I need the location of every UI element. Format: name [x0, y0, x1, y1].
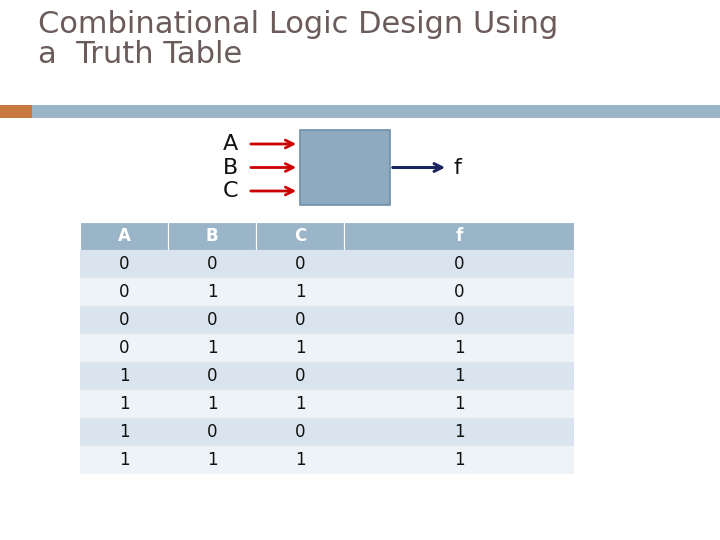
Text: 1: 1 [294, 451, 305, 469]
Bar [80, 362, 168, 390]
Text: 1: 1 [454, 423, 464, 441]
Bar [256, 446, 344, 474]
Text: f: f [455, 227, 463, 245]
Bar [32, 105, 720, 118]
Text: 0: 0 [454, 311, 464, 329]
Bar [344, 446, 574, 474]
Bar [80, 250, 168, 278]
Text: f: f [454, 158, 462, 178]
Bar [344, 390, 574, 418]
Bar [256, 222, 344, 250]
Bar [256, 306, 344, 334]
Text: a  Truth Table: a Truth Table [38, 40, 242, 69]
Text: 1: 1 [207, 339, 217, 357]
Bar [256, 250, 344, 278]
Text: A: A [222, 134, 238, 154]
Bar [80, 390, 168, 418]
Bar [300, 130, 390, 205]
Text: 1: 1 [454, 395, 464, 413]
Bar [80, 222, 168, 250]
Bar [344, 278, 574, 306]
Bar [344, 306, 574, 334]
Text: 0: 0 [294, 255, 305, 273]
Bar [168, 334, 256, 362]
Text: 0: 0 [207, 255, 217, 273]
Text: 0: 0 [119, 255, 130, 273]
Text: 1: 1 [294, 395, 305, 413]
Bar [80, 446, 168, 474]
Text: Combinational Logic Design Using: Combinational Logic Design Using [38, 10, 558, 39]
Bar [168, 362, 256, 390]
Bar [168, 446, 256, 474]
Bar [168, 278, 256, 306]
Text: 1: 1 [454, 451, 464, 469]
Text: 0: 0 [207, 423, 217, 441]
Text: 1: 1 [294, 283, 305, 301]
Bar [0, 105, 32, 118]
Text: 0: 0 [454, 255, 464, 273]
Bar [256, 390, 344, 418]
Text: B: B [222, 158, 238, 178]
Text: A: A [117, 227, 130, 245]
Bar [256, 278, 344, 306]
Bar [80, 418, 168, 446]
Text: 0: 0 [119, 311, 130, 329]
Text: 0: 0 [294, 367, 305, 385]
Text: 0: 0 [294, 423, 305, 441]
Text: 1: 1 [454, 339, 464, 357]
Text: C: C [294, 227, 306, 245]
Text: 0: 0 [207, 367, 217, 385]
Bar [168, 222, 256, 250]
Text: 0: 0 [207, 311, 217, 329]
Text: 0: 0 [454, 283, 464, 301]
Bar [344, 250, 574, 278]
Bar [344, 334, 574, 362]
Bar [168, 306, 256, 334]
Bar [256, 362, 344, 390]
Text: 1: 1 [207, 283, 217, 301]
Text: 1: 1 [119, 367, 130, 385]
Text: 0: 0 [294, 311, 305, 329]
Bar [344, 222, 574, 250]
Bar [80, 278, 168, 306]
Text: 1: 1 [119, 395, 130, 413]
Bar [80, 334, 168, 362]
Text: B: B [206, 227, 218, 245]
Bar [168, 390, 256, 418]
Bar [344, 418, 574, 446]
Text: 0: 0 [119, 283, 130, 301]
Bar [256, 334, 344, 362]
Text: C: C [222, 181, 238, 201]
Bar [168, 418, 256, 446]
Bar [256, 418, 344, 446]
Text: 0: 0 [119, 339, 130, 357]
Text: 1: 1 [207, 395, 217, 413]
Bar [80, 306, 168, 334]
Text: 1: 1 [294, 339, 305, 357]
Text: 1: 1 [207, 451, 217, 469]
Bar [168, 250, 256, 278]
Text: 1: 1 [454, 367, 464, 385]
Text: 1: 1 [119, 451, 130, 469]
Bar [344, 362, 574, 390]
Text: 1: 1 [119, 423, 130, 441]
